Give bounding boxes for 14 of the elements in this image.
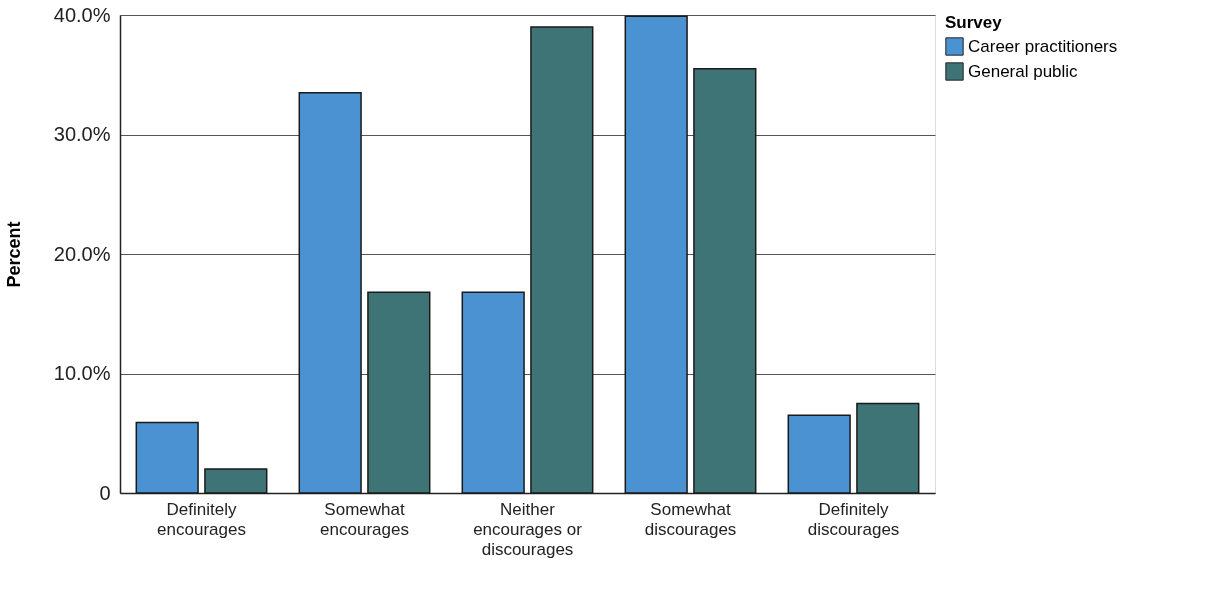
y-tick-label: 30.0%	[53, 123, 111, 145]
x-tick-label: Definitely encourages	[157, 499, 246, 539]
y-tick-label: 40.0%	[53, 3, 111, 26]
x-tick-label: Somewhat encourages	[320, 499, 409, 539]
x-tick-label: Definitely discourages	[807, 499, 900, 539]
y-tick-label: 20.0%	[53, 242, 111, 265]
legend-label: Career practitioners	[968, 36, 1118, 56]
legend-label: General public	[968, 61, 1079, 81]
y-tick-label: 10.0%	[53, 362, 111, 384]
x-tick-label: Somewhat discourages	[644, 499, 737, 539]
x-tick-label: Neither encourages or discourages	[473, 499, 583, 559]
legend-title: Survey	[945, 13, 1003, 32]
y-tick-label: 0	[99, 481, 111, 504]
y-axis-title: Percent	[3, 221, 24, 288]
